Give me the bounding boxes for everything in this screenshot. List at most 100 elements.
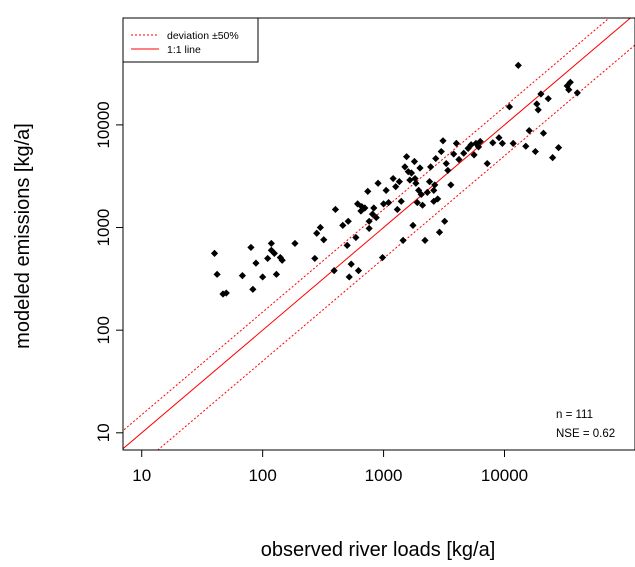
data-point <box>392 183 400 191</box>
data-point <box>330 267 338 275</box>
data-point <box>354 267 363 275</box>
data-point <box>365 217 373 225</box>
x-tick-label: 100 <box>248 466 276 485</box>
data-point <box>278 256 286 264</box>
data-point <box>410 157 419 166</box>
y-axis-title: modeled emissions [kg/a] <box>12 123 34 349</box>
data-point <box>430 186 438 195</box>
data-point <box>509 139 517 148</box>
data-point <box>372 213 380 222</box>
data-point <box>413 198 421 207</box>
data-point <box>442 159 450 168</box>
data-point <box>498 139 506 148</box>
data-point <box>432 154 440 163</box>
data-point <box>474 143 483 151</box>
y-tick-label: 100 <box>94 316 113 344</box>
data-point <box>417 190 425 199</box>
data-point <box>554 144 563 152</box>
data-point <box>573 89 581 97</box>
legend-box <box>122 17 259 63</box>
data-point <box>447 181 455 189</box>
data-point <box>354 200 362 208</box>
data-point <box>483 159 491 168</box>
data-point <box>397 197 405 205</box>
annotation-nse: NSE = 0.62 <box>556 428 615 440</box>
data-point <box>267 246 275 254</box>
data-point <box>361 204 369 212</box>
legend-label-1-1-line: 1:1 line <box>167 44 201 56</box>
data-point <box>374 179 382 187</box>
data-point <box>316 223 324 232</box>
data-point <box>399 236 407 244</box>
data-point <box>213 270 221 278</box>
data-point <box>409 221 417 229</box>
data-point <box>505 103 514 111</box>
data-point <box>270 249 278 257</box>
data-point <box>522 142 530 150</box>
data-point <box>364 187 372 195</box>
data-point <box>339 221 347 229</box>
data-point <box>434 195 442 203</box>
reference-line-one-to-one <box>123 18 632 450</box>
data-point <box>393 205 401 214</box>
data-point <box>441 217 449 225</box>
data-point <box>345 273 353 281</box>
data-point <box>222 289 230 297</box>
data-point <box>470 151 478 159</box>
data-point <box>407 169 416 177</box>
data-point <box>489 139 497 147</box>
data-point <box>357 207 365 215</box>
data-point <box>423 188 431 196</box>
x-tick-label: 10000 <box>481 466 528 485</box>
data-point <box>565 86 573 94</box>
data-point <box>252 259 260 267</box>
data-point <box>430 197 438 205</box>
data-point <box>455 155 463 164</box>
data-point <box>210 249 219 257</box>
data-point <box>534 106 542 114</box>
data-point <box>416 164 424 172</box>
data-point <box>264 254 272 263</box>
data-point <box>378 253 387 262</box>
y-tick-label: 10 <box>94 423 113 442</box>
data-point <box>291 239 299 248</box>
data-point <box>544 95 552 103</box>
data-point <box>418 201 427 209</box>
x-tick-label: 1000 <box>365 466 403 485</box>
data-point <box>344 217 352 225</box>
data-point <box>435 228 444 236</box>
data-point <box>379 200 388 208</box>
data-point <box>382 186 390 195</box>
data-point <box>472 139 480 148</box>
data-point <box>247 243 255 252</box>
data-point <box>425 178 434 186</box>
scatter-points <box>210 61 581 298</box>
data-point <box>402 153 411 161</box>
data-point <box>370 204 378 212</box>
data-point <box>537 90 545 98</box>
data-point <box>389 174 397 183</box>
data-point <box>427 163 435 171</box>
data-point <box>347 260 355 268</box>
data-point <box>514 61 522 69</box>
x-axis-title: observed river loads [kg/a] <box>261 539 496 561</box>
data-point <box>464 144 472 153</box>
data-point <box>444 166 452 175</box>
data-point <box>539 129 548 137</box>
x-tick-label: 10 <box>132 466 151 485</box>
axes: 10 100 1000 10000 10 100 1000 10000 <box>94 101 528 485</box>
y-tick-label: 10000 <box>94 101 113 148</box>
legend-label-deviation: deviation ±50% <box>167 30 239 42</box>
data-point <box>411 174 419 183</box>
data-point <box>401 163 409 171</box>
data-point <box>437 147 445 156</box>
data-point <box>431 181 439 189</box>
data-point <box>412 179 420 187</box>
data-point <box>365 224 373 233</box>
data-point <box>267 239 275 248</box>
data-point <box>259 273 267 281</box>
data-point <box>313 229 321 237</box>
data-point <box>525 126 533 135</box>
data-point <box>563 82 571 90</box>
